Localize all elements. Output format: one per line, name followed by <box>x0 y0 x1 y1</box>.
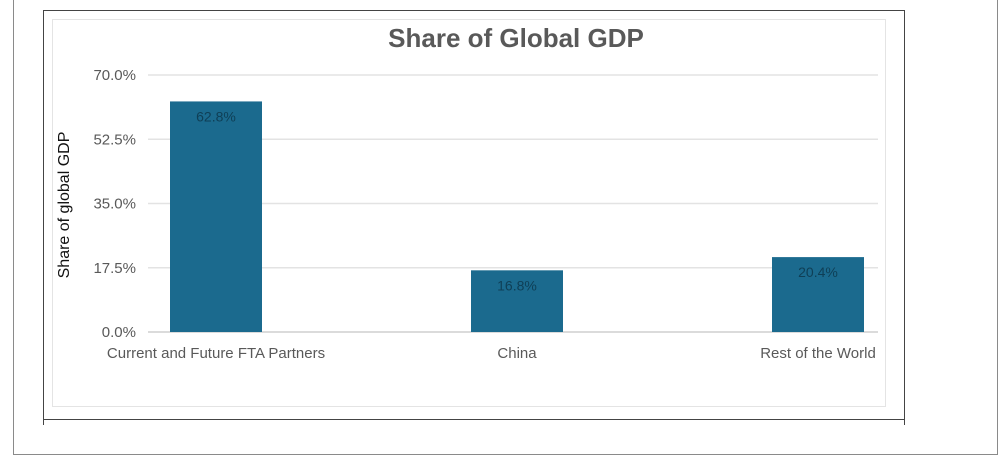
bar <box>170 101 262 332</box>
y-tick-label: 35.0% <box>93 196 136 213</box>
data-labels: 62.8% 16.8% 20.4% <box>196 108 838 293</box>
x-tick-label: China <box>497 345 537 362</box>
data-label: 62.8% <box>196 108 236 124</box>
data-label: 20.4% <box>798 264 838 280</box>
x-tick-label: Current and Future FTA Partners <box>107 345 325 362</box>
data-label: 16.8% <box>497 277 537 293</box>
frame-divider <box>43 419 905 420</box>
bars <box>170 101 864 332</box>
bar <box>772 257 864 332</box>
axis-ticks: 0.0% 17.5% 35.0% 52.5% 70.0% Current and Futu… <box>93 67 875 362</box>
y-axis-label: Share of global GDP <box>56 132 73 279</box>
outer-frame <box>13 0 998 455</box>
y-tick-label: 70.0% <box>93 67 136 84</box>
gridlines <box>148 74 878 333</box>
y-tick-label: 17.5% <box>93 260 136 277</box>
y-tick-label: 0.0% <box>102 324 136 341</box>
inner-frame <box>43 10 905 425</box>
chart-title: Share of Global GDP <box>388 23 644 53</box>
x-tick-label: Rest of the World <box>760 345 876 362</box>
bar <box>471 270 563 332</box>
y-tick-label: 52.5% <box>93 131 136 148</box>
